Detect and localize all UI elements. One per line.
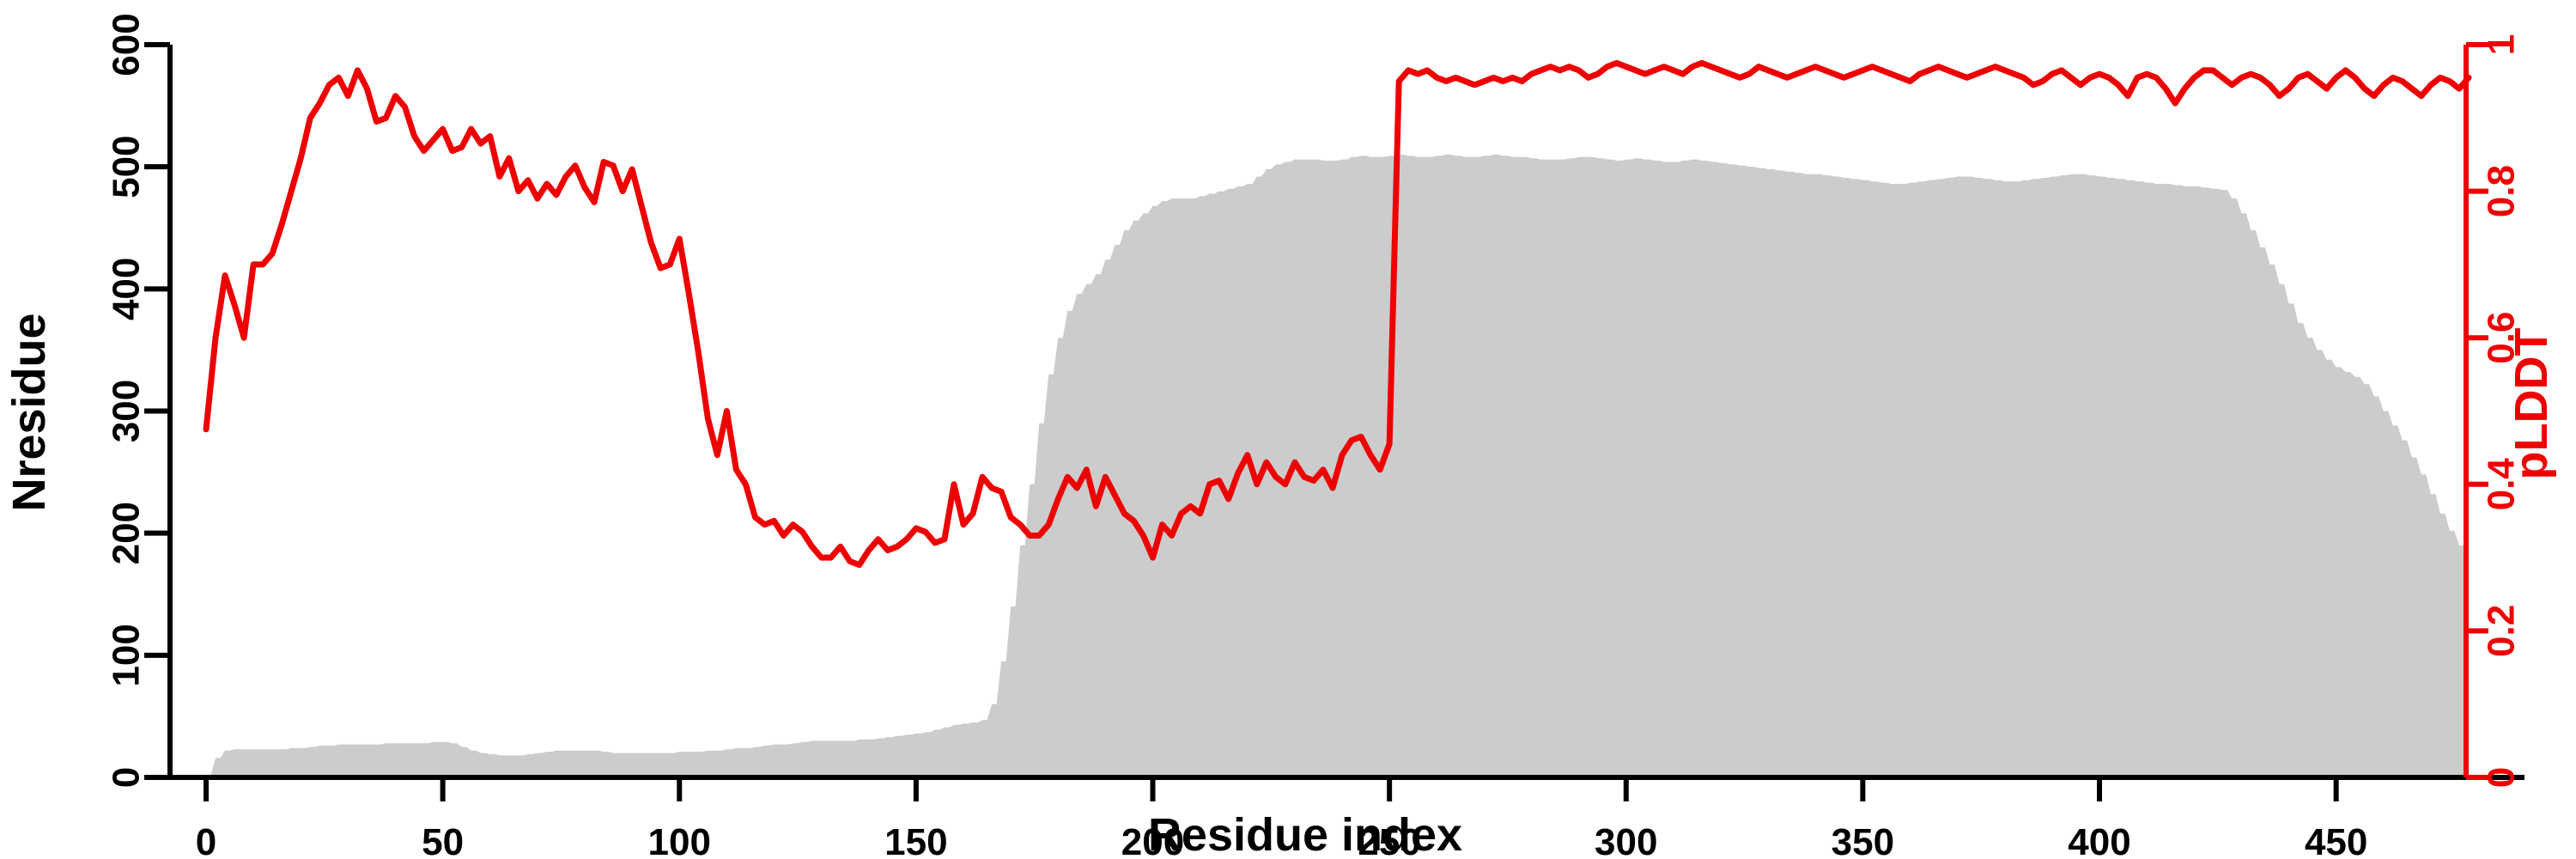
bottom-axis-tick-label: 150: [884, 821, 947, 859]
right-axis: 0 0.2 0.4 0.6 0.8 1: [2464, 34, 2523, 788]
left-axis-tick-label: 100: [106, 624, 148, 686]
bottom-axis-tick-label: 300: [1595, 821, 1657, 859]
left-axis-tick-label: 400: [106, 258, 148, 320]
left-axis-tick-label: 500: [106, 135, 148, 198]
right-axis-tick-label: 0.4: [2481, 458, 2523, 511]
left-axis-tick-label: 300: [106, 380, 148, 442]
plddt-line-series: [203, 59, 2472, 569]
left-axis: 0 100 200 300 400 500 600: [106, 13, 173, 788]
bottom-axis-tick-label: 250: [1358, 821, 1420, 859]
bottom-axis-tick-label: 100: [648, 821, 711, 859]
right-axis-tick-label: 0: [2481, 767, 2523, 788]
bottom-axis-tick-label: 200: [1121, 821, 1184, 859]
right-axis-tick-label: 0.2: [2481, 605, 2523, 657]
y-axis-title: Nresidue: [3, 313, 55, 511]
bottom-axis-tick-label: 50: [422, 821, 464, 859]
bottom-axis: 0 50 100 150 200 250 300 350 400 450: [170, 775, 2524, 859]
left-axis-tick-label: 0: [106, 767, 148, 788]
left-axis-tick-label: 600: [106, 13, 148, 76]
left-axis-tick-label: 200: [106, 502, 148, 564]
right-axis-tick-label: 0.8: [2481, 165, 2523, 217]
bottom-axis-tick-label: 400: [2068, 821, 2130, 859]
bottom-axis-tick-label: 350: [1832, 821, 1894, 859]
y2-axis-title: pLDDT: [2506, 328, 2557, 480]
bottom-axis-tick-label: 0: [196, 821, 216, 859]
right-axis-tick-label: 0.6: [2481, 312, 2523, 364]
right-axis-tick-label: 1: [2481, 34, 2523, 55]
bottom-axis-tick-label: 450: [2305, 821, 2367, 859]
x-axis-title: Residue index: [1148, 809, 1462, 859]
